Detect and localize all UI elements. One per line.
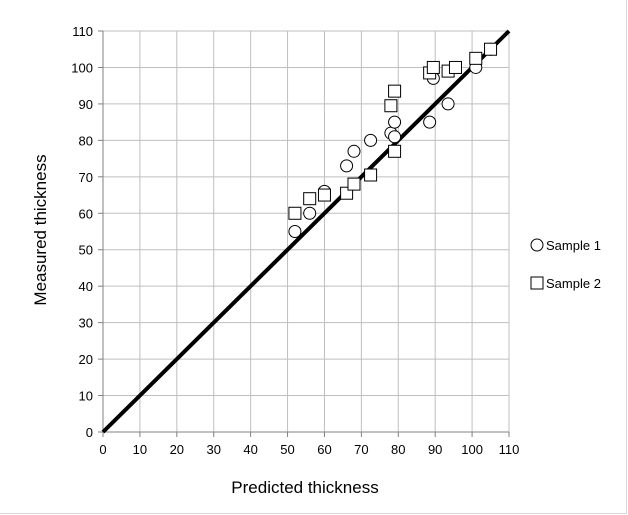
legend-sample-2-label: Sample 2 [546,276,601,291]
legend-sample-1-label: Sample 1 [546,238,601,253]
sample-1-point [364,133,378,147]
x-tick-label: 110 [499,442,520,457]
x-tick-label: 30 [206,442,220,457]
sample-1-point [288,225,302,238]
y-tick-label: 60 [79,206,93,221]
x-tick-label: 20 [170,442,184,457]
sample-2-point [347,177,361,191]
y-tick-label: 30 [79,316,93,331]
axes [98,30,510,437]
x-tick-labels: 0 10 20 30 40 50 60 70 80 90 100 110 [99,442,519,457]
sample-2-point [317,188,331,202]
sample-1-point [347,144,361,158]
y-tick-label: 110 [72,24,93,39]
sample-2-point [303,192,317,206]
x-tick-label: 90 [428,442,442,457]
sample-2-point [288,206,302,220]
data-points [288,42,498,238]
y-tick-label: 0 [86,425,93,440]
y-tick-label: 80 [79,133,93,148]
y-tick-label: 20 [79,352,93,367]
sample-2-point [448,60,462,74]
x-tick-label: 80 [391,442,405,457]
sample-2-point [484,42,498,56]
sample-2-point [388,84,402,98]
sample-1-point [340,159,354,173]
x-axis-title: Predicted thickness [231,478,378,497]
y-tick-labels: 0 10 20 30 40 50 60 70 80 90 100 110 [71,24,93,440]
sample-2-point [426,60,440,74]
sample-2-point [388,144,402,158]
legend: Sample 1 Sample 2 [530,238,601,291]
reference-line [101,29,511,434]
sample-1-point [388,130,402,144]
reference-line-group [101,29,511,434]
y-axis-title: Measured thickness [31,154,50,305]
x-tick-label: 70 [354,442,368,457]
y-tick-label: 90 [79,97,93,112]
sample-2-point [364,168,378,182]
legend-sample-2-marker [530,276,544,290]
y-tick-label: 10 [79,389,93,404]
x-tick-label: 40 [243,442,257,457]
y-tick-label: 100 [71,60,93,75]
y-tick-label: 40 [79,279,93,294]
y-tick-label: 50 [79,243,93,258]
sample-2-point [469,51,483,65]
y-tick-label: 70 [79,170,93,185]
sample-1-point [303,206,317,220]
x-tick-label: 100 [461,442,483,457]
x-tick-label: 0 [99,442,106,457]
sample-1-point [423,115,437,129]
x-tick-label: 50 [280,442,294,457]
sample-2-point [384,99,398,113]
sample-1-point [388,115,402,129]
x-tick-label: 10 [133,442,147,457]
legend-sample-1-marker [530,238,544,252]
sample-1-point [441,97,455,111]
x-tick-label: 60 [317,442,331,457]
